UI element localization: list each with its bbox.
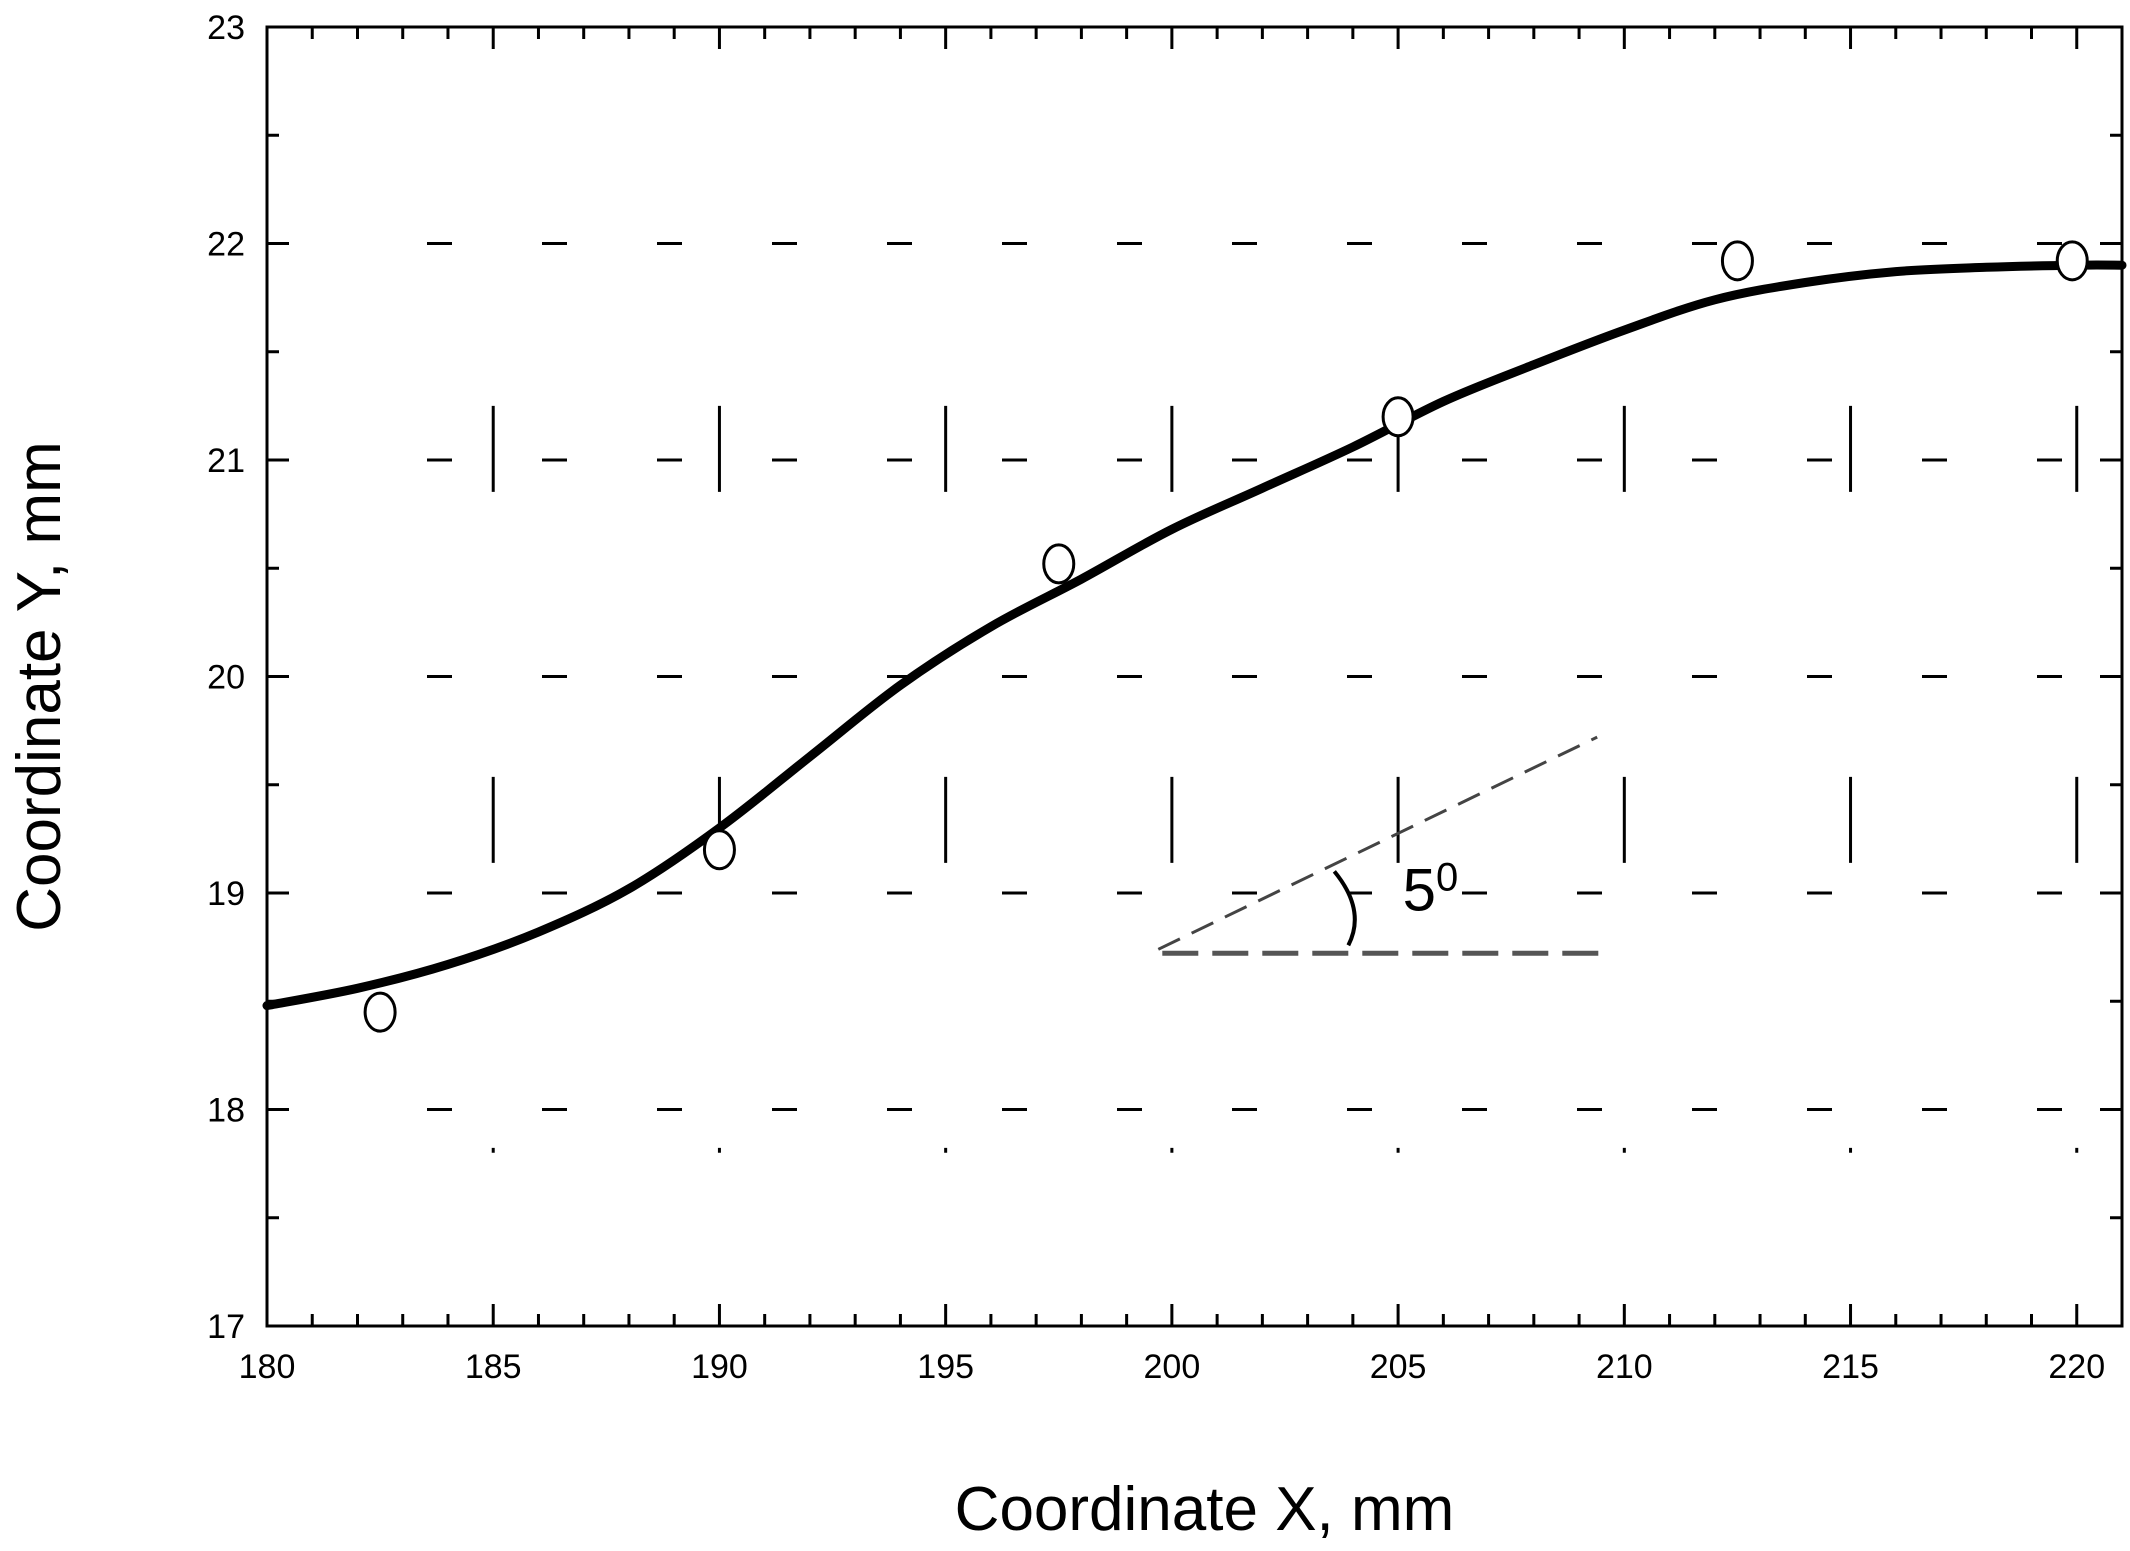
x-tick-label-180: 180 — [239, 1348, 296, 1386]
data-point-0 — [363, 991, 397, 1033]
angle-slope-line — [1157, 735, 1598, 951]
y-tick-label-23: 23 — [207, 9, 245, 47]
x-tick-label-205: 205 — [1370, 1348, 1427, 1386]
data-point-2 — [1042, 543, 1076, 585]
x-tick-label-215: 215 — [1822, 1348, 1879, 1386]
x-tick-label-220: 220 — [2048, 1348, 2105, 1386]
x-axis-title: Coordinate X, mm — [955, 1475, 1455, 1544]
data-point-3 — [1381, 396, 1415, 438]
data-point-5 — [2055, 240, 2089, 282]
tick-labels: 180 185 190 195 200 205 210 215 220 17 18 19 20 21 22 2… — [207, 9, 2105, 1386]
fit-curve — [262, 260, 2127, 1011]
x-tick-label-185: 185 — [465, 1348, 522, 1386]
y-tick-label-20: 20 — [207, 659, 245, 697]
axis-ticks — [265, 25, 2124, 1328]
y-tick-label-19: 19 — [207, 875, 245, 913]
x-tick-label-190: 190 — [691, 1348, 748, 1386]
grid-layer — [427, 242, 2122, 1153]
angle-arc — [1332, 870, 1357, 947]
y-tick-label-18: 18 — [207, 1092, 245, 1130]
y-tick-label-22: 22 — [207, 226, 245, 264]
y-tick-label-21: 21 — [207, 442, 245, 480]
angle-annotation: 50 — [1157, 735, 1602, 956]
data-point-4 — [1720, 240, 1754, 282]
data-point-1 — [702, 829, 736, 871]
data-points — [363, 240, 2089, 1033]
y-axis-title: Coordinate Y, mm — [5, 441, 74, 932]
y-tick-label-17: 17 — [207, 1308, 245, 1346]
x-tick-label-195: 195 — [917, 1348, 974, 1386]
angle-label: 50 — [1403, 855, 1459, 923]
x-tick-label-200: 200 — [1144, 1348, 1201, 1386]
angle-degree-superscript: 0 — [1436, 855, 1458, 899]
angle-value: 5 — [1403, 856, 1436, 923]
x-tick-label-210: 210 — [1596, 1348, 1653, 1386]
